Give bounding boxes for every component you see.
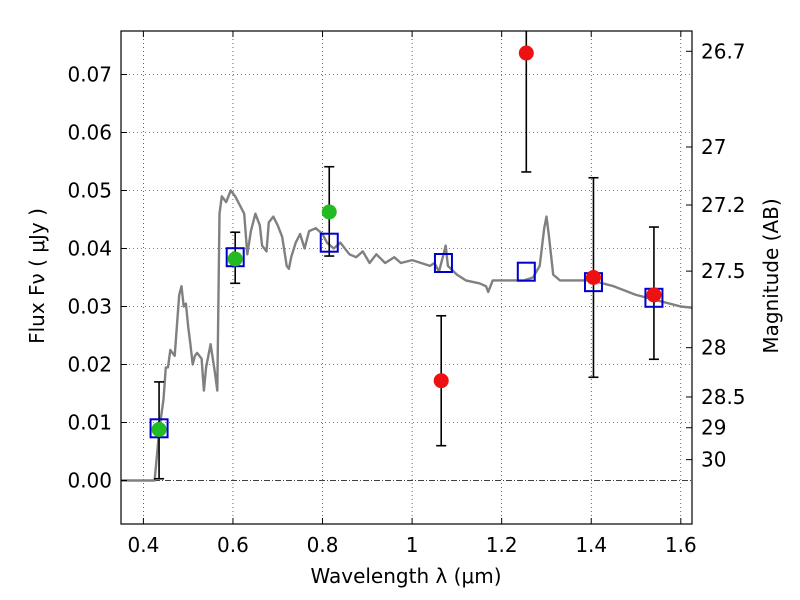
y-tick-label: 0.06 <box>67 121 112 145</box>
photometry-point-layer <box>151 45 662 437</box>
x-tick-label: 0.4 <box>127 533 159 557</box>
model-flux-box <box>319 232 339 253</box>
nondetection-point <box>585 270 601 285</box>
y-tick-label: 0.00 <box>67 469 112 493</box>
y2-axis-label: Magnitude (AB) <box>759 198 783 353</box>
detection-point <box>321 204 337 220</box>
y2-tick-label: 27.2 <box>701 193 746 217</box>
y2-tick-label: 30 <box>701 448 726 472</box>
y-tick-label: 0.01 <box>67 411 112 435</box>
nondetection-point <box>433 373 449 389</box>
plot-frame <box>120 30 693 525</box>
y-tick-label: 0.04 <box>67 237 112 261</box>
nondetection-point <box>646 287 662 303</box>
nondetection-point <box>518 45 534 61</box>
y-axis-label: Flux Fν ( μJy ) <box>25 208 49 344</box>
y2-tick-label: 28.5 <box>701 385 746 409</box>
detection-point <box>227 251 243 267</box>
y-tick-label: 0.05 <box>67 179 112 203</box>
y2-tick-label: 27 <box>701 135 726 159</box>
x-tick-label: 0.8 <box>307 533 339 557</box>
y2-tick-label: 26.7 <box>701 39 746 63</box>
x-tick-label: 1.4 <box>575 533 607 557</box>
model-flux-box <box>149 418 169 439</box>
y2-tick-label: 28 <box>701 336 726 360</box>
grid-layer <box>121 31 692 524</box>
x-tick-label: 1.2 <box>486 533 518 557</box>
model-flux-box <box>516 261 536 282</box>
x-tick-label: 1.6 <box>665 533 697 557</box>
sed-model-curve <box>121 189 693 482</box>
x-tick-label: 1 <box>406 533 419 557</box>
y2-tick-label: 29 <box>701 416 726 440</box>
model-box-layer <box>149 232 664 439</box>
y-tick-label: 0.07 <box>67 63 112 87</box>
tick-layer: 0.4 0.6 0.8 1 1.2 1.4 1.6 0.00 0.01 0.02 0.03 0.04 0… <box>67 31 746 557</box>
y-tick-label: 0.02 <box>67 353 112 377</box>
sed-layer <box>121 189 693 482</box>
detection-point <box>151 421 167 437</box>
y-tick-label: 0.03 <box>67 295 112 319</box>
y2-tick-label: 27.5 <box>701 259 746 283</box>
x-axis-label: Wavelength λ (μm) <box>310 564 501 588</box>
x-tick-label: 0.6 <box>217 533 249 557</box>
model-flux-box <box>433 253 453 273</box>
